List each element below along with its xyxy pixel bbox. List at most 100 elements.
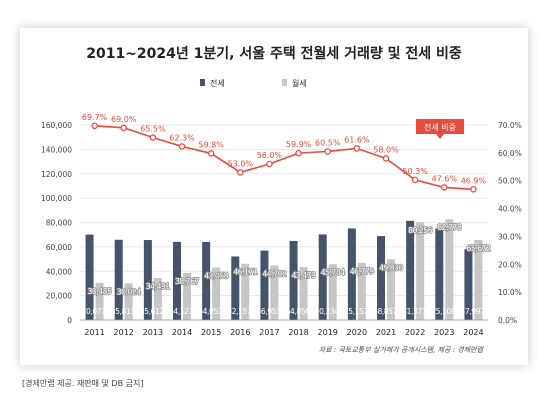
source-note: 자료 : 국토교통부 실거래가 공개시스템, 제공 : 경제만랩 [319, 346, 485, 354]
callout-box [416, 119, 464, 134]
bar-jeonse [464, 249, 473, 320]
jeonse-ratio-point [149, 134, 157, 141]
bar-label-jeonse: 75,157 [344, 307, 368, 316]
x-tick-label: 2012 [114, 328, 134, 337]
x-tick-label: 2014 [172, 328, 192, 337]
bar-label-wolse: 30,024 [117, 287, 141, 296]
bar-label-wolse: 49,830 [379, 263, 403, 272]
bar-wolse [153, 277, 162, 320]
chart-title: 2011~2024년 1분기, 서울 주택 전월세 거래량 및 전세 비중 [86, 45, 462, 62]
jeonse-ratio-point [470, 186, 477, 193]
bar-label-jeonse: 65,612 [140, 307, 164, 316]
bar-label-wolse: 46,171 [233, 268, 257, 277]
jeonse-ratio-label: 59.9% [286, 140, 312, 149]
y-left-tick-label: 60,000 [46, 243, 72, 252]
y-left-tick-label: 120,000 [41, 170, 72, 179]
jeonse-ratio-point [353, 145, 361, 152]
jeonse-ratio-label: 46.9% [461, 176, 487, 185]
bar-label-jeonse: 70,077 [82, 307, 106, 316]
bar-wolse [416, 222, 425, 320]
bar-wolse [299, 267, 308, 320]
bar-wolse [387, 259, 395, 320]
jeonse-ratio-label: 65.5% [140, 125, 166, 134]
x-tick-label: 2021 [376, 328, 396, 337]
bar-label-jeonse: 68,857 [373, 307, 397, 316]
jeonse-ratio-point [237, 169, 244, 176]
jeonse-ratio-point [441, 184, 448, 191]
bar-jeonse [114, 239, 123, 320]
jeonse-ratio-point [382, 155, 390, 162]
bar-wolse [357, 262, 366, 320]
bar-label-wolse: 38,767 [175, 277, 199, 286]
x-tick-label: 2024 [463, 328, 483, 337]
y-left-tick-label: 160,000 [41, 121, 72, 130]
bar-wolse [270, 265, 279, 320]
jeonse-ratio-point [266, 160, 273, 168]
jeonse-ratio-point [295, 149, 302, 157]
bar-jeonse [435, 228, 444, 320]
jeonse-ratio-point [91, 122, 98, 130]
bar-jeonse [202, 241, 211, 320]
y-right-tick-label: 40.0% [498, 205, 522, 214]
callout-pointer [436, 134, 444, 139]
bar-label-wolse: 44,702 [263, 270, 287, 279]
bar-jeonse [318, 234, 327, 320]
bar-jeonse [377, 236, 385, 320]
bar-jeonse [260, 250, 269, 320]
bar-wolse [328, 264, 337, 320]
legend-swatch-jeonse [200, 79, 205, 86]
jeonse-ratio-point [207, 150, 215, 157]
y-left-tick-label: 40,000 [46, 267, 72, 276]
x-tick-label: 2016 [230, 328, 250, 337]
bar-label-wolse: 43,058 [204, 272, 228, 281]
bar-label-jeonse: 57,997 [461, 307, 485, 316]
bar-label-wolse: 46,779 [350, 267, 374, 276]
bar-jeonse [406, 220, 415, 320]
y-right-tick-label: 70.0% [498, 121, 522, 130]
bar-wolse [445, 219, 454, 320]
bar-label-jeonse: 75,108 [431, 307, 455, 316]
jeonse-ratio-label: 60.5% [315, 138, 341, 147]
bar-wolse [241, 263, 250, 320]
x-tick-label: 2023 [434, 328, 454, 337]
y-right-tick-label: 60.0% [498, 149, 522, 158]
jeonse-ratio-line [94, 125, 474, 191]
bar-label-wolse: 45,784 [321, 268, 345, 277]
jeonse-ratio-point [324, 148, 331, 155]
bar-label-jeonse: 64,053 [198, 307, 222, 316]
x-tick-label: 2013 [143, 328, 163, 337]
bar-label-jeonse: 81,371 [402, 307, 426, 316]
bar-wolse [124, 283, 133, 320]
jeonse-ratio-point [411, 176, 419, 184]
bar-label-wolse: 30,485 [88, 287, 112, 296]
bar-jeonse [289, 240, 298, 320]
jeonse-ratio-label: 50.3% [402, 167, 428, 176]
y-left-tick-label: 20,000 [46, 292, 72, 301]
x-tick-label: 2019 [318, 328, 338, 337]
bar-jeonse [347, 228, 356, 320]
y-left-tick-label: 100,000 [41, 194, 72, 203]
bar-jeonse [231, 256, 240, 320]
bar-wolse [183, 272, 191, 320]
bar-label-jeonse: 52,157 [227, 307, 251, 316]
jeonse-ratio-label: 53.0% [228, 159, 254, 168]
y-right-tick-label: 10.0% [498, 288, 522, 297]
bar-label-wolse: 80,256 [408, 226, 432, 235]
bar-jeonse [173, 241, 181, 320]
jeonse-ratio-label: 58.0% [373, 145, 399, 154]
jeonse-ratio-label: 59.8% [198, 140, 224, 149]
bar-label-wolse: 82,778 [437, 223, 461, 232]
chart-card: 2011~2024년 1분기, 서울 주택 전월세 거래량 및 전세 비중 전세 월… [20, 28, 528, 365]
bar-wolse [474, 239, 483, 320]
x-tick-label: 2011 [84, 328, 104, 337]
legend-label-wolse: 월세 [292, 78, 307, 88]
jeonse-ratio-label: 62.3% [169, 133, 195, 142]
jeonse-ratio-label: 69.7% [82, 113, 108, 122]
legend-swatch-wolse [282, 79, 287, 86]
bar-label-wolse: 34,491 [146, 282, 170, 291]
x-tick-label: 2017 [259, 328, 279, 337]
bar-wolse [212, 267, 221, 320]
bar-label-jeonse: 64,856 [286, 307, 310, 316]
bar-wolse [95, 282, 104, 320]
